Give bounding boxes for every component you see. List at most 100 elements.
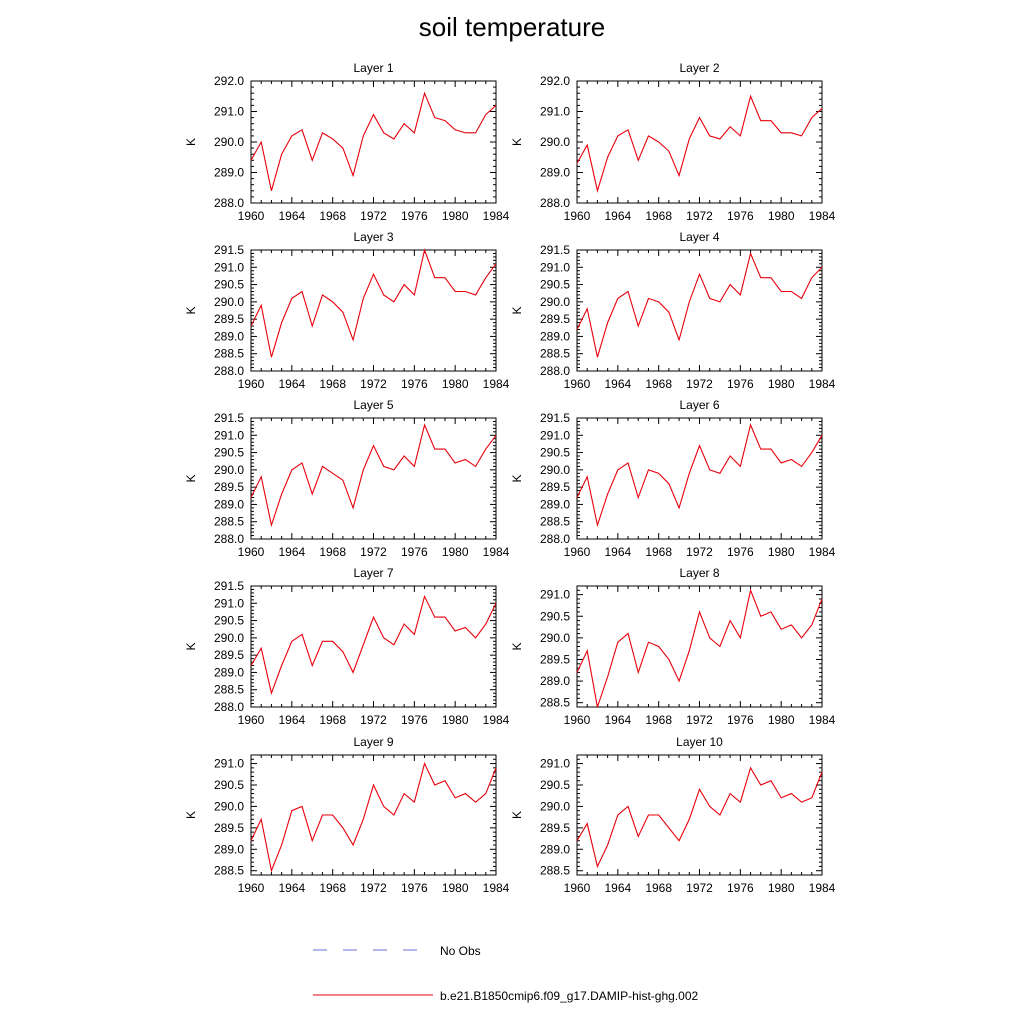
y-tick-label: 291.0	[540, 757, 570, 771]
x-tick-label: 1984	[809, 545, 836, 559]
x-tick-label: 1964	[604, 545, 631, 559]
panel-1: Layer 1 K 1960 1964 1968 1972 1976 1980 1984 288.…	[184, 61, 510, 223]
x-tick-label: 1972	[686, 713, 713, 727]
y-tick-label: 289.0	[540, 674, 570, 688]
x-tick-label: 1976	[727, 209, 754, 223]
x-tick-label: 1980	[768, 545, 795, 559]
x-tick-label: 1960	[564, 377, 591, 391]
y-tick-label: 289.5	[214, 312, 244, 326]
x-tick-label: 1964	[278, 209, 305, 223]
x-tick-label: 1976	[401, 545, 428, 559]
x-tick-label: 1984	[809, 881, 836, 895]
x-tick-label: 1960	[564, 209, 591, 223]
y-tick-label: 288.5	[540, 347, 570, 361]
y-tick-label: 288.5	[214, 864, 244, 878]
x-tick-label: 1984	[483, 377, 510, 391]
y-tick-label: 292.0	[214, 74, 244, 88]
y-tick-label: 291.5	[540, 411, 570, 425]
panel-title: Layer 1	[353, 61, 393, 75]
x-tick-label: 1976	[727, 713, 754, 727]
x-tick-label: 1968	[319, 209, 346, 223]
x-tick-label: 1968	[319, 545, 346, 559]
x-tick-label: 1984	[483, 209, 510, 223]
y-tick-label: 289.5	[214, 480, 244, 494]
x-tick-label: 1976	[401, 209, 428, 223]
y-tick-label: 291.0	[540, 588, 570, 602]
y-axis-label: K	[184, 474, 198, 482]
legend-model-label: b.e21.B1850cmip6.f09_g17.DAMIP-hist-ghg.…	[440, 989, 698, 1003]
x-tick-label: 1964	[278, 545, 305, 559]
y-tick-label: 288.0	[214, 700, 244, 714]
panel-title: Layer 5	[353, 398, 393, 412]
x-tick-label: 1980	[768, 209, 795, 223]
y-tick-label: 290.0	[214, 295, 244, 309]
y-tick-label: 289.0	[540, 329, 570, 343]
y-tick-label: 291.0	[214, 596, 244, 610]
y-tick-label: 291.0	[540, 260, 570, 274]
x-tick-label: 1980	[442, 881, 469, 895]
x-tick-label: 1972	[686, 881, 713, 895]
y-tick-label: 291.5	[214, 411, 244, 425]
x-tick-label: 1964	[278, 881, 305, 895]
panel-title: Layer 8	[679, 566, 719, 580]
x-tick-label: 1976	[401, 881, 428, 895]
x-tick-label: 1984	[483, 545, 510, 559]
x-tick-label: 1968	[645, 881, 672, 895]
y-tick-label: 290.0	[214, 799, 244, 813]
y-tick-label: 290.5	[540, 278, 570, 292]
x-tick-label: 1976	[727, 881, 754, 895]
panel-9: Layer 9 K 1960 1964 1968 1972 1976 1980 1984 288.…	[184, 735, 510, 895]
panel-title: Layer 9	[353, 735, 393, 749]
panel-5: Layer 5 K 1960 1964 1968 1972 1976 1980 1984 288.…	[184, 398, 510, 559]
x-tick-label: 1980	[768, 377, 795, 391]
x-tick-label: 1960	[238, 545, 265, 559]
y-tick-label: 290.5	[214, 614, 244, 628]
y-tick-label: 290.0	[540, 135, 570, 149]
x-tick-label: 1964	[604, 881, 631, 895]
y-axis-label: K	[184, 138, 198, 146]
x-tick-label: 1968	[645, 545, 672, 559]
y-tick-label: 288.0	[540, 364, 570, 378]
y-tick-label: 290.5	[214, 778, 244, 792]
y-tick-label: 288.5	[540, 864, 570, 878]
panel-8: Layer 8 K 1960 1964 1968 1972 1976 1980 1984 288.…	[510, 566, 836, 727]
y-tick-label: 288.0	[214, 364, 244, 378]
panel-title: Layer 7	[353, 566, 393, 580]
x-tick-label: 1972	[360, 377, 387, 391]
y-axis-label: K	[510, 642, 524, 650]
x-tick-label: 1960	[564, 881, 591, 895]
x-tick-label: 1984	[809, 713, 836, 727]
y-tick-label: 291.0	[214, 757, 244, 771]
y-tick-label: 291.0	[214, 105, 244, 119]
y-tick-label: 291.5	[214, 579, 244, 593]
x-tick-label: 1968	[645, 377, 672, 391]
x-tick-label: 1976	[401, 713, 428, 727]
y-tick-label: 289.0	[214, 842, 244, 856]
y-tick-label: 289.0	[540, 497, 570, 511]
y-tick-label: 288.5	[214, 347, 244, 361]
y-axis-label: K	[510, 811, 524, 819]
x-tick-label: 1972	[360, 713, 387, 727]
y-tick-label: 289.0	[214, 497, 244, 511]
x-tick-label: 1972	[360, 209, 387, 223]
y-axis-label: K	[184, 306, 198, 314]
y-tick-label: 288.0	[540, 196, 570, 210]
panel-title: Layer 4	[679, 230, 719, 244]
y-axis-label: K	[510, 138, 524, 146]
x-tick-label: 1964	[604, 377, 631, 391]
x-tick-label: 1980	[768, 713, 795, 727]
x-tick-label: 1960	[238, 881, 265, 895]
x-tick-label: 1984	[809, 209, 836, 223]
y-tick-label: 289.0	[540, 842, 570, 856]
legend-obs-label: No Obs	[440, 944, 481, 958]
y-tick-label: 288.5	[214, 683, 244, 697]
x-tick-label: 1960	[238, 209, 265, 223]
x-tick-label: 1980	[768, 881, 795, 895]
panel-2: Layer 2 K 1960 1964 1968 1972 1976 1980 1984 288.…	[510, 61, 836, 223]
x-tick-label: 1968	[645, 209, 672, 223]
x-tick-label: 1972	[360, 545, 387, 559]
y-axis-label: K	[184, 811, 198, 819]
y-tick-label: 289.5	[540, 821, 570, 835]
y-tick-label: 289.5	[540, 480, 570, 494]
